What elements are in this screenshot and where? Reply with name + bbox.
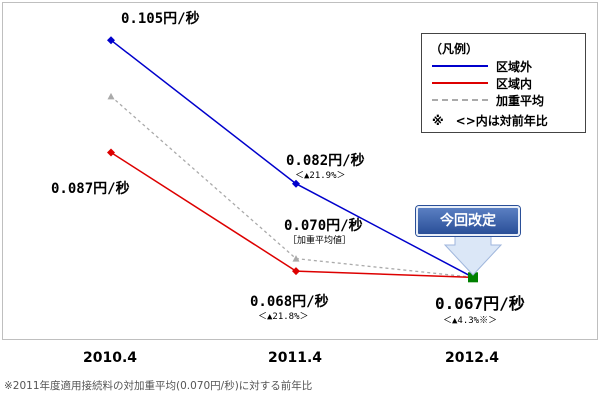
label-outside-2011: 0.082円/秒 bbox=[286, 152, 365, 169]
label-outside-2011-change: ＜▲21.9%＞ bbox=[295, 171, 346, 181]
legend-item-inside: 区域内 bbox=[432, 75, 582, 91]
data-point bbox=[107, 36, 115, 45]
x-tick-label: 2012.4 bbox=[444, 350, 500, 366]
final-data-point bbox=[468, 272, 478, 283]
x-tick-label: 2011.4 bbox=[267, 350, 323, 366]
data-point bbox=[107, 92, 115, 100]
legend-title: （凡例） bbox=[430, 42, 479, 56]
legend-swatch bbox=[432, 65, 488, 67]
label-outside-2010: 0.105円/秒 bbox=[121, 10, 200, 27]
label-avg-2011-tag: ［加重平均値］ bbox=[288, 234, 351, 246]
legend-item-outside: 区域外 bbox=[432, 58, 582, 74]
down-arrow-icon bbox=[443, 234, 503, 276]
label-inside-2010: 0.087円/秒 bbox=[51, 180, 130, 197]
label-inside-2011-change: ＜▲21.8%＞ bbox=[258, 312, 309, 322]
legend-note: ※ <>内は対前年比 bbox=[432, 114, 548, 128]
data-point bbox=[292, 179, 300, 188]
legend-label: 加重平均 bbox=[496, 94, 545, 108]
footnote: ※2011年度適用接続料の対加重平均(0.070円/秒)に対する前年比 bbox=[4, 380, 313, 392]
data-point bbox=[292, 267, 300, 276]
legend-label: 区域外 bbox=[496, 60, 533, 74]
legend-item-average: 加重平均 bbox=[432, 92, 582, 108]
legend: （凡例） 区域外 区域内 加重平均 ※ <>内は対前年比 bbox=[421, 33, 586, 133]
label-final-2012: 0.067円/秒 bbox=[435, 294, 525, 313]
legend-label: 区域内 bbox=[496, 77, 533, 91]
chart-frame: 0.105円/秒 0.087円/秒 0.082円/秒 ＜▲21.9%＞ 0.07… bbox=[2, 2, 598, 340]
data-point bbox=[107, 148, 115, 157]
label-final-2012-change: ＜▲4.3%※＞ bbox=[443, 316, 497, 326]
line-chart: 0.105円/秒 0.087円/秒 0.082円/秒 ＜▲21.9%＞ 0.07… bbox=[51, 10, 525, 326]
revision-badge: 今回改定 bbox=[416, 206, 520, 236]
legend-swatch bbox=[432, 99, 488, 101]
label-inside-2011: 0.068円/秒 bbox=[250, 293, 329, 310]
label-avg-2011: 0.070円/秒 bbox=[284, 217, 363, 234]
legend-swatch bbox=[432, 82, 488, 84]
data-point bbox=[292, 255, 300, 262]
x-tick-label: 2010.4 bbox=[82, 350, 138, 366]
